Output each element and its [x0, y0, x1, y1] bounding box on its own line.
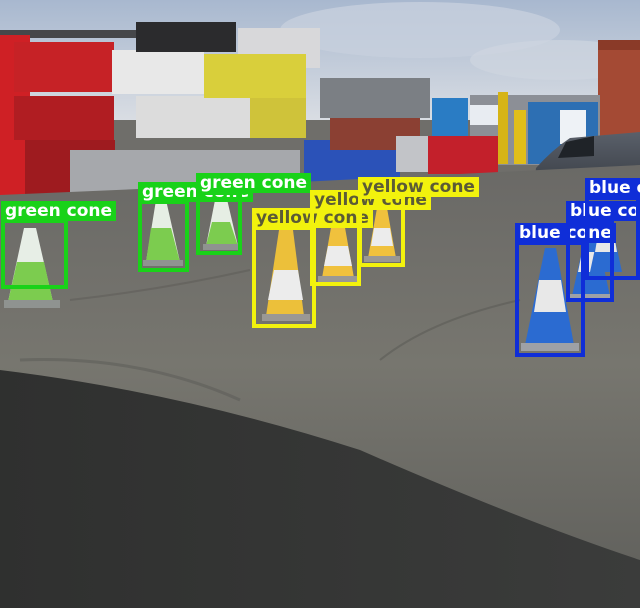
detection-box: yellow cone [358, 177, 479, 267]
cone-yellow-2 [318, 222, 358, 282]
detection-box: yellow cone [310, 190, 431, 286]
detection-box: green cone [196, 173, 312, 255]
detection-box: green cone [138, 182, 254, 272]
cone-green-3 [203, 195, 241, 250]
detection-label: blue cone [585, 178, 640, 198]
detection-box: yellow cone [252, 208, 373, 328]
detection-label: green cone [1, 201, 117, 221]
building-right [598, 40, 640, 140]
detection-label: green cone [196, 173, 312, 193]
cone-yellow-1 [262, 230, 310, 321]
cone-green-2 [143, 200, 183, 266]
detection-box: blue cone [585, 178, 640, 280]
shadow-area [0, 370, 640, 608]
cone-blue-1 [521, 248, 579, 351]
cone-yellow-3 [364, 208, 400, 262]
detection-label: yellow cone [358, 177, 479, 197]
detection-box: green cone [1, 201, 117, 289]
cone-green-1 [4, 228, 60, 308]
